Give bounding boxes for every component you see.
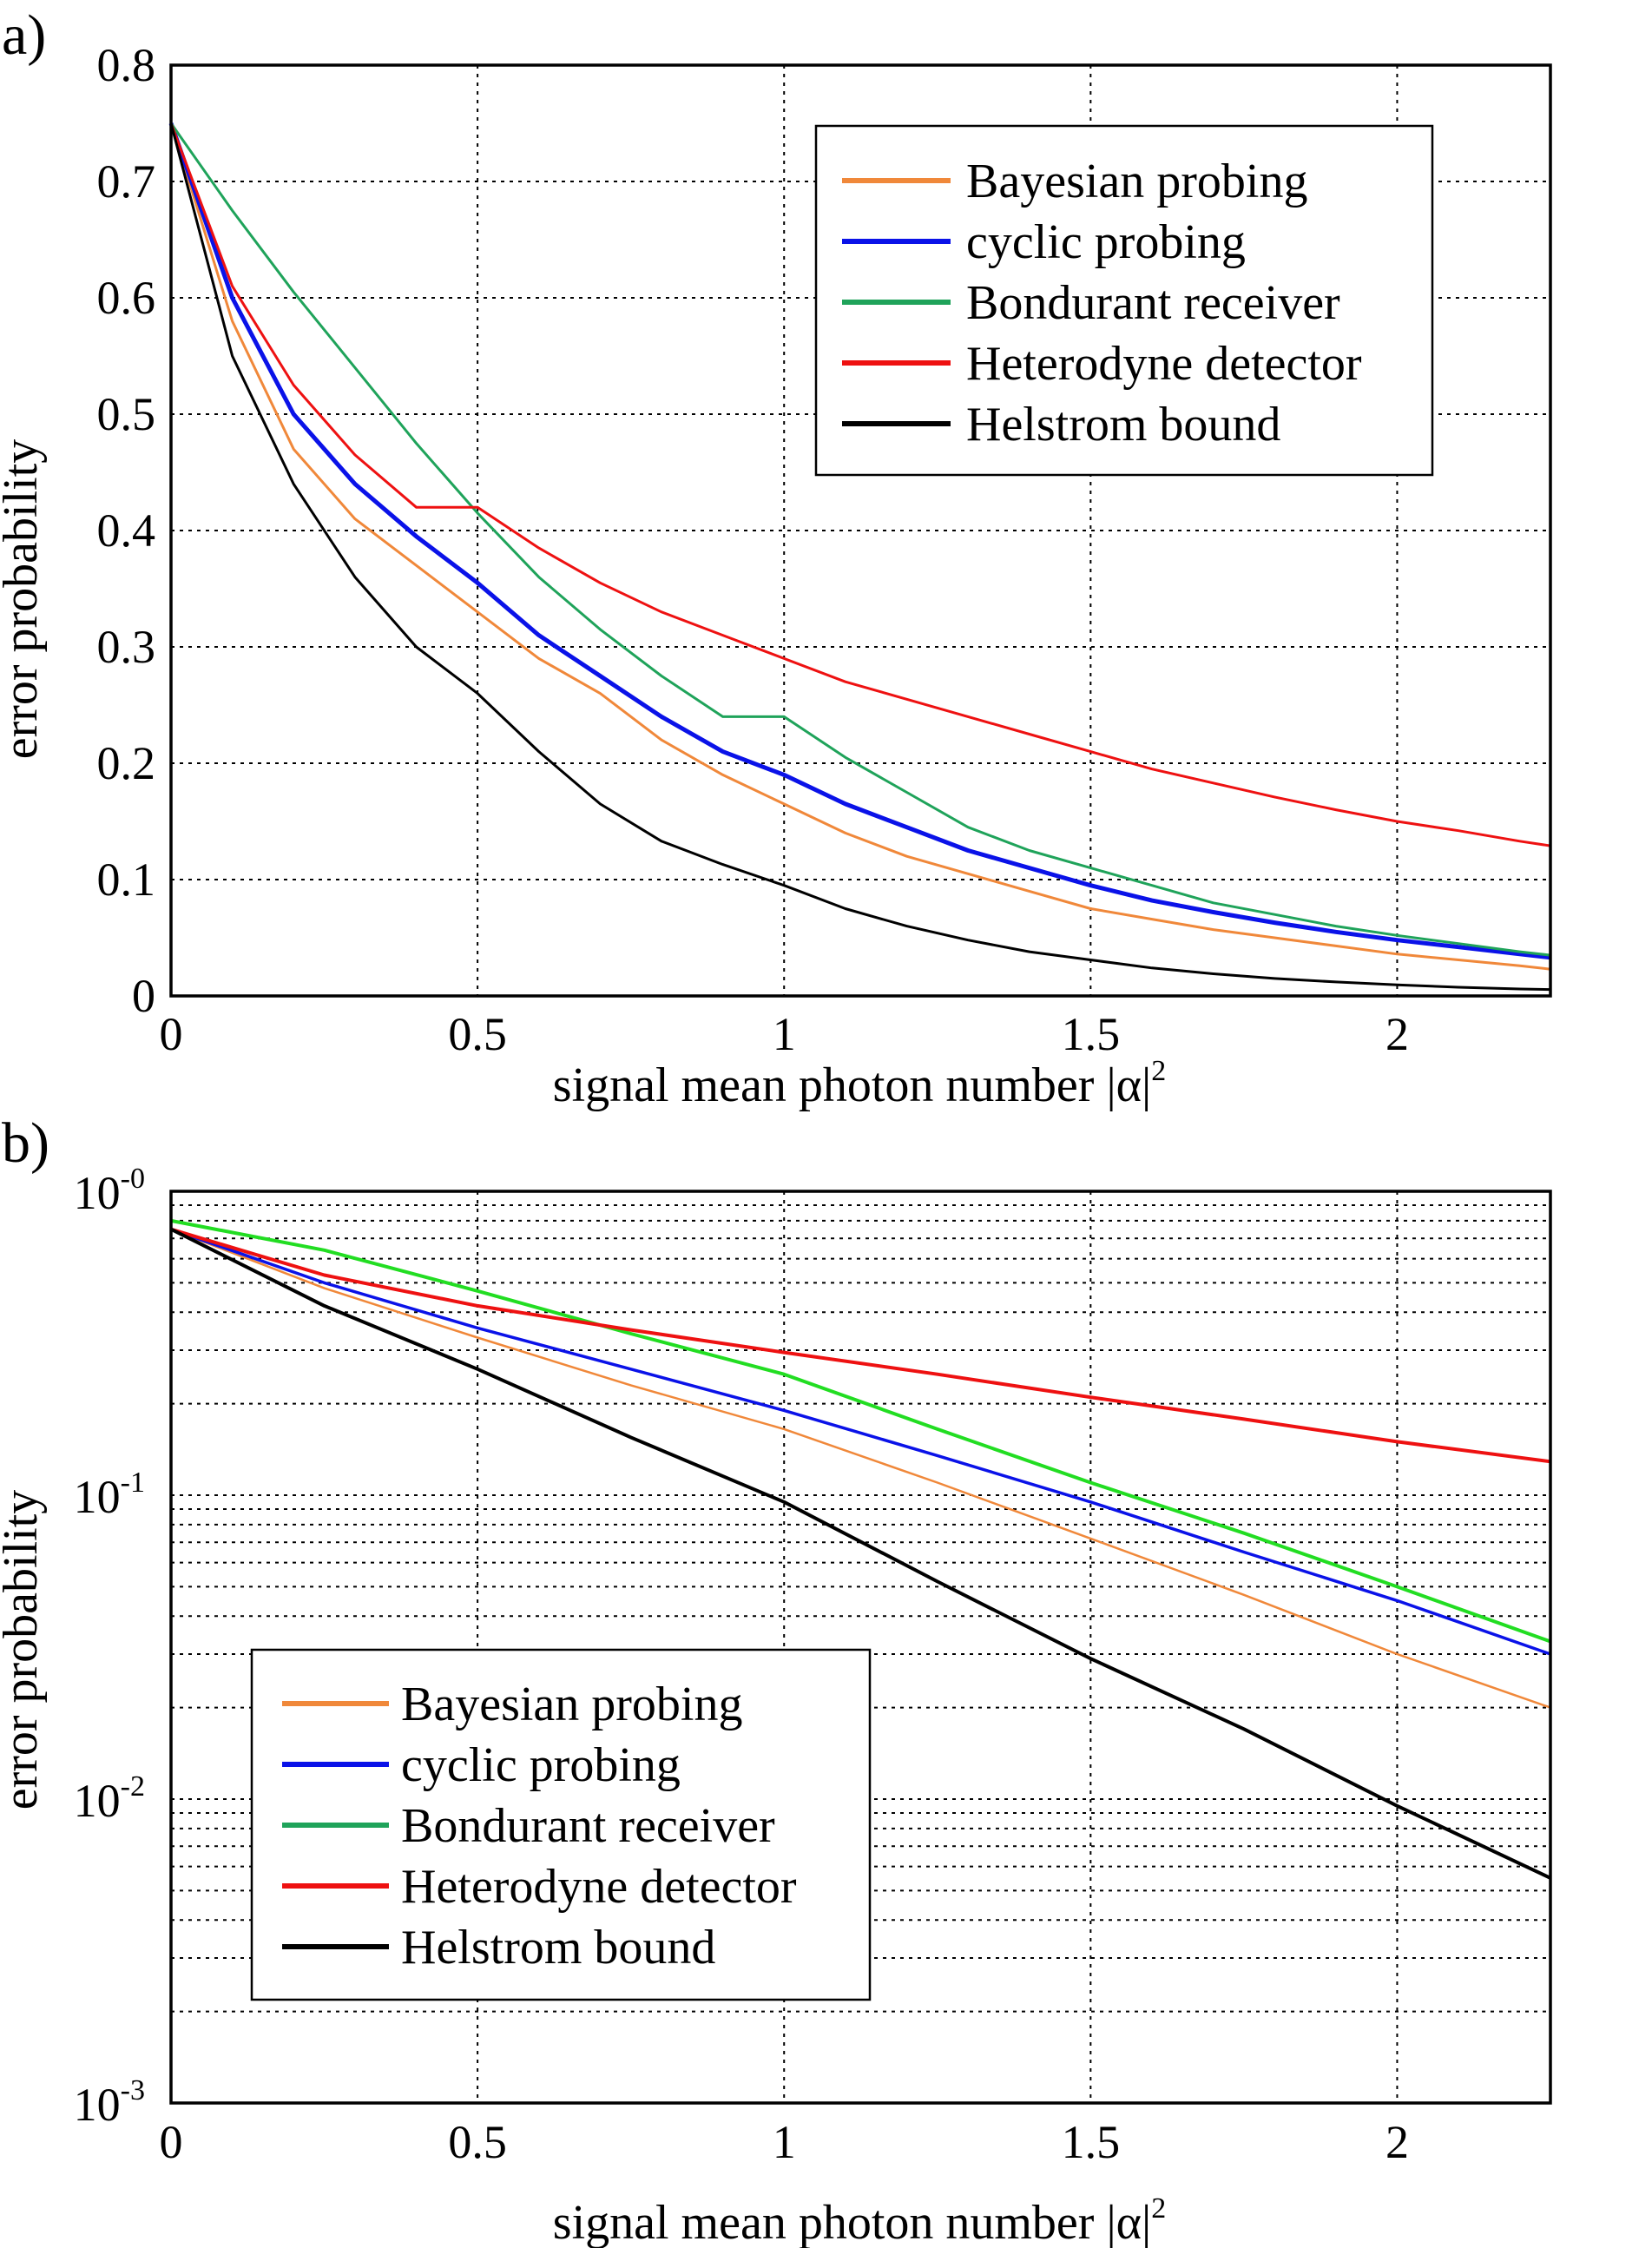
panel-a-legend-box [814, 124, 1434, 477]
y-tick-label: 10-3 [74, 2074, 145, 2131]
legend-entry: cyclic probing [401, 1738, 681, 1792]
x-tick-label: 2 [1385, 2116, 1409, 2168]
y-tick-label: 10-0 [74, 1163, 145, 1219]
panel-a-label: a) [2, 3, 46, 67]
legend-entry: Heterodyne detector [401, 1860, 797, 1914]
y-tick-label: 10-1 [74, 1467, 145, 1523]
legend-entry: Bondurant receiver [401, 1799, 775, 1853]
y-tick-base: 10 [74, 1167, 121, 1219]
legend-entry: Bayesian probing [966, 155, 1307, 208]
y-tick-label: 0.1 [97, 854, 156, 906]
panel-a-y-ticks: 0 0.1 0.2 0.3 0.4 0.5 0.6 0.7 0.8 [97, 39, 156, 1022]
panel-a-x-axis-label-sup: 2 [1151, 1055, 1166, 1087]
y-tick-exponent: -2 [121, 1770, 145, 1803]
y-tick-base: 10 [74, 1471, 121, 1523]
x-tick-label: 0 [160, 1008, 183, 1060]
series-line [170, 1228, 1551, 1656]
y-tick-base: 10 [74, 2079, 121, 2131]
legend-entry: cyclic probing [966, 215, 1246, 269]
series-line [169, 122, 1551, 971]
panel-a-series [168, 122, 1551, 992]
x-tick-label: 1.5 [1062, 2116, 1121, 2168]
y-tick-label: 0 [132, 970, 155, 1022]
x-tick-label: 0 [160, 2116, 183, 2168]
y-tick-label: 0.6 [97, 272, 156, 324]
panel-a-y-axis-label: error probability [0, 439, 48, 760]
panel-b-legend: Bayesian probing cyclic probing Bondurant … [250, 1648, 872, 2001]
y-tick-exponent: -0 [121, 1163, 145, 1195]
panel-b-series [170, 1218, 1551, 1880]
panel-b-y-ticks: 10-010-110-210-3 [74, 1163, 145, 2131]
y-tick-label: 0.2 [97, 737, 156, 789]
y-tick-base: 10 [74, 1775, 121, 1827]
legend-entry: Bondurant receiver [966, 276, 1340, 330]
series-line [170, 1227, 1551, 1880]
panel-a-frame [169, 63, 1552, 998]
x-tick-label: 2 [1385, 1008, 1409, 1060]
y-tick-exponent: -1 [121, 1467, 145, 1499]
series-line [170, 1228, 1551, 1709]
panel-b-x-axis-label: signal mean photon number |α|2 [553, 2192, 1166, 2248]
panel-a-x-axis-label-text: signal mean photon number |α| [553, 1058, 1151, 1112]
series-line [169, 122, 1551, 957]
x-tick-label: 0.5 [448, 1008, 507, 1060]
panel-b-frame [169, 1190, 1552, 2105]
x-tick-label: 0.5 [448, 2116, 507, 2168]
y-tick-label: 0.4 [97, 504, 156, 557]
x-tick-label: 1 [773, 2116, 796, 2168]
panel-a-x-ticks: 0 0.5 1 1.5 2 [160, 1008, 1409, 1060]
panel-a-grid [171, 65, 1550, 996]
panel-b-x-axis-label-sup: 2 [1151, 2192, 1166, 2225]
legend-entry: Heterodyne detector [966, 337, 1362, 391]
series-line [170, 1218, 1551, 1644]
panel-a: a) 0 0.1 0.2 0.3 0.4 0.5 0.6 0.7 0.8 0 0.5 1 1.5 2 e… [0, 3, 1552, 1112]
series-line [170, 1227, 1551, 1464]
panel-b-y-axis-label: error probability [0, 1490, 48, 1810]
y-tick-exponent: -3 [121, 2074, 145, 2106]
panel-b-x-axis-label-text: signal mean photon number |α| [553, 2196, 1151, 2248]
y-tick-label: 0.5 [97, 388, 156, 440]
y-tick-label: 0.7 [97, 155, 156, 208]
x-tick-label: 1 [773, 1008, 796, 1060]
legend-entry: Helstrom bound [401, 1921, 715, 1974]
legend-entry: Bayesian probing [401, 1678, 742, 1731]
x-tick-label: 1.5 [1062, 1008, 1121, 1060]
y-tick-label: 0.8 [97, 39, 156, 91]
y-tick-label: 0.3 [97, 621, 156, 673]
series-line [168, 122, 1551, 960]
series-line [169, 122, 1551, 847]
panel-a-legend: Bayesian probing cyclic probing Bondurant … [814, 124, 1434, 477]
legend-entry: Helstrom bound [966, 398, 1280, 452]
y-tick-label: 10-2 [74, 1770, 145, 1827]
panel-b-x-ticks: 0 0.5 1 1.5 2 [160, 2116, 1409, 2168]
panel-b-label: b) [2, 1111, 49, 1175]
panel-a-x-axis-label: signal mean photon number |α|2 [553, 1055, 1166, 1112]
panel-b: b) 10-010-110-210-3 0 0.5 1 1.5 2 error prob… [0, 1111, 1552, 2248]
series-line [169, 122, 1551, 992]
